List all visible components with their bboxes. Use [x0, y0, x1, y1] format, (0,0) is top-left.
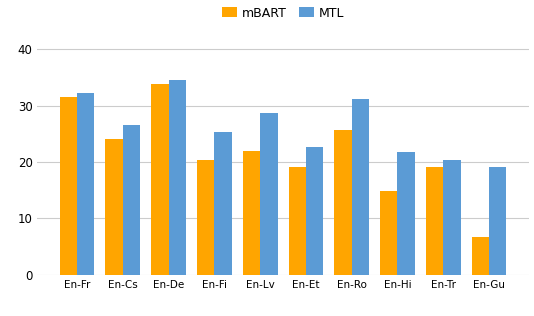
Bar: [77, 93, 95, 275]
Bar: [397, 152, 415, 275]
Bar: [443, 160, 460, 275]
Bar: [243, 151, 260, 275]
Bar: [123, 125, 140, 275]
Bar: [426, 167, 443, 275]
Bar: [60, 97, 77, 275]
Bar: [334, 130, 352, 275]
Bar: [306, 147, 323, 275]
Bar: [214, 132, 232, 275]
Bar: [106, 139, 123, 275]
Bar: [489, 167, 506, 275]
Bar: [169, 80, 186, 275]
Bar: [260, 113, 278, 275]
Bar: [151, 84, 169, 275]
Bar: [288, 167, 306, 275]
Bar: [197, 161, 214, 275]
Bar: [472, 237, 489, 275]
Bar: [380, 191, 397, 275]
Legend: mBART, MTL: mBART, MTL: [217, 2, 349, 25]
Bar: [352, 99, 369, 275]
